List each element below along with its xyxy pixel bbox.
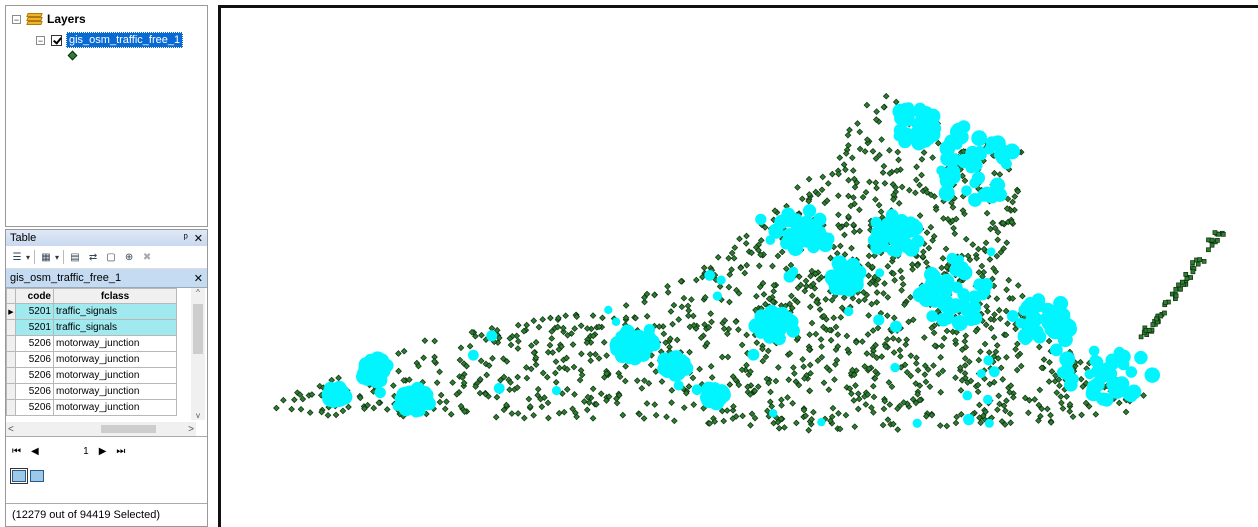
cell-fclass[interactable]: motorway_junction [53,335,177,352]
cell-fclass[interactable]: motorway_junction [53,367,177,384]
column-header-code[interactable]: code [15,288,54,304]
layer-row[interactable]: − gis_osm_traffic_free_1 [36,32,184,48]
table-tab[interactable]: gis_osm_traffic_free_1 ✕ [6,269,207,288]
map-frame [218,5,1258,527]
close-icon[interactable]: ✕ [193,272,203,285]
view-toggle [6,465,207,487]
row-selector[interactable] [6,383,16,400]
cell-fclass[interactable]: traffic_signals [53,303,177,320]
layers-icon [26,13,43,25]
cell-code[interactable]: 5206 [15,351,54,368]
table-row[interactable]: 5206 motorway_junction [6,335,177,352]
row-selector[interactable] [6,319,16,336]
first-record-icon[interactable]: ⏮ [12,445,21,457]
vertical-scrollbar[interactable]: ^ v [191,288,205,420]
cell-fclass[interactable]: traffic_signals [53,319,177,336]
expander-icon[interactable]: − [12,14,21,25]
cell-code[interactable]: 5206 [15,399,54,416]
expander-icon[interactable]: − [36,35,45,46]
attribute-table: code fclass ▶ 5201 traffic_signals 5201 … [6,288,177,416]
row-selector[interactable] [6,399,16,416]
cell-fclass[interactable]: motorway_junction [53,351,177,368]
cell-code[interactable]: 5206 [15,383,54,400]
cell-code[interactable]: 5206 [15,335,54,352]
left-panel: − Layers − gis_osm_traffic_free_1 Table … [0,0,215,527]
horizontal-scrollbar[interactable]: < > [6,422,196,436]
switch-selection-icon[interactable]: ⇄ [88,251,98,263]
table-row[interactable]: 5206 motorway_junction [6,399,177,416]
last-record-icon[interactable]: ⏭ [116,445,126,457]
scroll-left-icon[interactable]: < [8,423,14,435]
scroll-down-icon[interactable]: v [196,411,200,420]
attribute-grid: code fclass ▶ 5201 traffic_signals 5201 … [6,288,207,437]
select-by-attributes-icon[interactable]: ▤ [70,251,80,263]
cell-fclass[interactable]: motorway_junction [53,399,177,416]
show-selected-records-button[interactable] [30,470,44,482]
show-all-records-button[interactable] [10,468,28,484]
layers-root-row[interactable]: − Layers [12,12,86,26]
selected-points [321,102,1161,428]
row-selector[interactable] [6,351,16,368]
table-row[interactable]: 5206 motorway_junction [6,383,177,400]
close-icon[interactable]: ✕ [193,232,203,245]
selection-status: (12279 out of 94419 Selected) [6,503,207,526]
table-title-bar: Table ᵖ ✕ [6,230,207,246]
previous-record-icon[interactable]: ◀ [31,445,39,457]
map-canvas[interactable] [215,5,1258,527]
scroll-right-icon[interactable]: > [188,423,194,435]
clear-selection-icon[interactable]: ▢ [106,251,116,263]
table-window: Table ᵖ ✕ ☰ ▾ ▦ ▾ ▤ ⇄ ▢ ⊕ ✖ gis_osm_traffi… [5,229,208,527]
table-row[interactable]: ▶ 5201 traffic_signals [6,303,177,320]
scroll-up-icon[interactable]: ^ [196,288,200,297]
table-title: Table [10,232,37,244]
next-record-icon[interactable]: ▶ [98,445,107,457]
table-toolbar: ☰ ▾ ▦ ▾ ▤ ⇄ ▢ ⊕ ✖ [6,246,207,269]
layers-root-label: Layers [47,12,86,26]
table-row[interactable]: 5206 motorway_junction [6,351,177,368]
table-row[interactable]: 5201 traffic_signals [6,319,177,336]
current-row-icon[interactable]: ▶ [6,303,16,320]
column-header-fclass[interactable]: fclass [53,288,177,304]
table-row[interactable]: 5206 motorway_junction [6,367,177,384]
record-navigator: ⏮ ◀ 1 ▶ ⏭ [6,437,207,465]
layer-name[interactable]: gis_osm_traffic_free_1 [66,32,184,48]
row-selector-header [6,288,16,304]
related-tables-icon[interactable]: ▦ [41,251,51,263]
row-selector[interactable] [6,335,16,352]
table-of-contents: − Layers − gis_osm_traffic_free_1 [5,5,208,227]
table-tab-label: gis_osm_traffic_free_1 [10,272,122,284]
point-symbol [67,50,78,61]
map-view[interactable] [215,5,1258,527]
checkbox-icon[interactable] [51,34,62,46]
zoom-to-selected-icon[interactable]: ⊕ [124,251,134,263]
scroll-thumb[interactable] [193,304,203,354]
scroll-thumb[interactable] [101,425,156,433]
cell-code[interactable]: 5201 [15,303,54,320]
cell-fclass[interactable]: motorway_junction [53,383,177,400]
table-options-icon[interactable]: ☰ [12,251,22,263]
delete-selected-icon[interactable]: ✖ [142,251,152,263]
cell-code[interactable]: 5206 [15,367,54,384]
row-selector[interactable] [6,367,16,384]
cell-code[interactable]: 5201 [15,319,54,336]
current-record-field[interactable]: 1 [83,445,89,457]
pin-icon[interactable]: ᵖ [183,231,188,244]
